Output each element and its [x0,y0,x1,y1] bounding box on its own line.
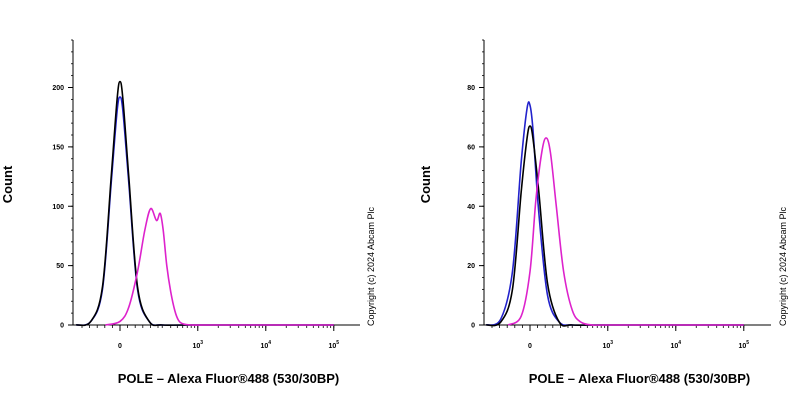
x-tick-base: 10 [670,343,678,350]
x-tick-base: 0 [528,343,532,350]
x-tick-label: 0 [118,343,122,350]
x-tick-label: 104 [260,340,271,350]
series-line-2 [75,80,334,327]
x-tick-base: 10 [602,343,610,350]
copyright-text: Copyright (c) 2024 Abcam Plc [366,206,376,326]
series-line-1 [485,101,744,327]
x-tick-label: 104 [670,340,681,350]
y-axis-title: Count [0,165,15,203]
x-tick-base: 10 [738,343,746,350]
series-line-3 [507,137,744,327]
x-tick-exponent: 5 [336,340,339,346]
x-tick-base: 10 [260,343,268,350]
x-tick-label: 0 [528,343,532,350]
y-tick-label: 0 [471,323,475,330]
x-tick-label: 105 [738,340,749,350]
y-tick-label: 100 [52,204,64,211]
x-tick-exponent: 3 [200,340,203,346]
series-line-3 [105,207,334,326]
y-tick-label: 80 [467,85,475,92]
y-axis-title: Count [418,165,433,203]
x-tick-base: 10 [192,343,200,350]
x-tick-base: 10 [328,343,336,350]
series-line-2 [485,125,744,327]
y-tick-label: 50 [56,263,64,270]
y-tick-label: 150 [52,144,64,151]
x-axis-title: POLE – Alexa Fluor®488 (530/30BP) [529,371,751,386]
x-tick-exponent: 5 [746,340,749,346]
x-tick-base: 0 [118,343,122,350]
x-tick-exponent: 4 [268,340,271,346]
y-tick-label: 20 [467,263,475,270]
x-tick-exponent: 3 [610,340,613,346]
x-tick-exponent: 4 [678,340,681,346]
y-tick-label: 0 [60,323,64,330]
x-tick-label: 103 [192,340,203,350]
y-tick-label: 40 [467,204,475,211]
x-tick-label: 105 [328,340,339,350]
y-tick-label: 60 [467,144,475,151]
copyright-text: Copyright (c) 2024 Abcam Plc [778,206,788,326]
y-tick-label: 200 [52,85,64,92]
x-tick-label: 103 [602,340,613,350]
x-axis-title: POLE – Alexa Fluor®488 (530/30BP) [118,371,340,386]
